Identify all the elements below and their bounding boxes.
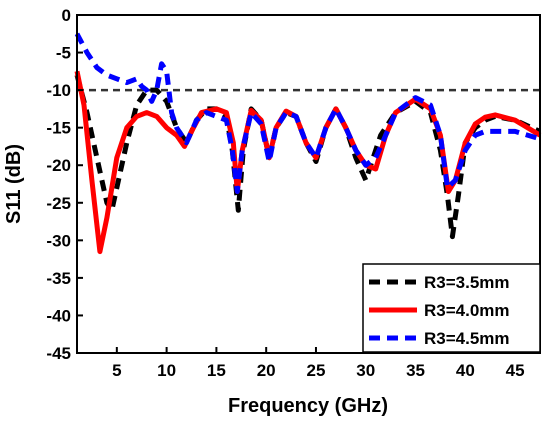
series-line-3: [74, 32, 541, 194]
plot-frame: [76, 14, 541, 354]
x-tick-label: 30: [356, 361, 375, 380]
series-line-2: [74, 70, 542, 255]
y-axis-title: S11 (dB): [3, 144, 25, 224]
legend-label: R3=4.0mm: [424, 301, 510, 320]
legend: R3=3.5mm R3=4.0mm R3=4.5mm: [362, 263, 541, 353]
y-tick-label: -45: [46, 344, 71, 363]
y-tick-label: -5: [56, 44, 71, 63]
y-axis: 0 -5 -10 -15 -20 -25 -30 -35 -40 -45: [46, 6, 83, 363]
series-line-1: [74, 74, 542, 240]
legend-label: R3=4.5mm: [424, 329, 510, 348]
legend-label: R3=3.5mm: [424, 273, 510, 292]
y-tick-label: -25: [46, 194, 71, 213]
x-tick-label: 45: [506, 361, 525, 380]
x-tick-label: 15: [207, 361, 226, 380]
x-tick-label: 20: [257, 361, 276, 380]
x-tick-label: 5: [112, 361, 121, 380]
x-tick-label: 25: [307, 361, 326, 380]
y-tick-label: -40: [46, 306, 71, 325]
x-tick-label: 40: [456, 361, 475, 380]
y-tick-label: -20: [46, 156, 71, 175]
x-tick-label: 35: [406, 361, 425, 380]
y-tick-label: -30: [46, 231, 71, 250]
x-tick-label: 10: [157, 361, 176, 380]
y-tick-label: -10: [46, 81, 71, 100]
x-axis-title: Frequency (GHz): [228, 395, 388, 417]
y-tick-label: -15: [46, 119, 71, 138]
y-tick-label: 0: [62, 6, 71, 25]
y-tick-label: -35: [46, 269, 71, 288]
series-layer: [74, 32, 542, 255]
